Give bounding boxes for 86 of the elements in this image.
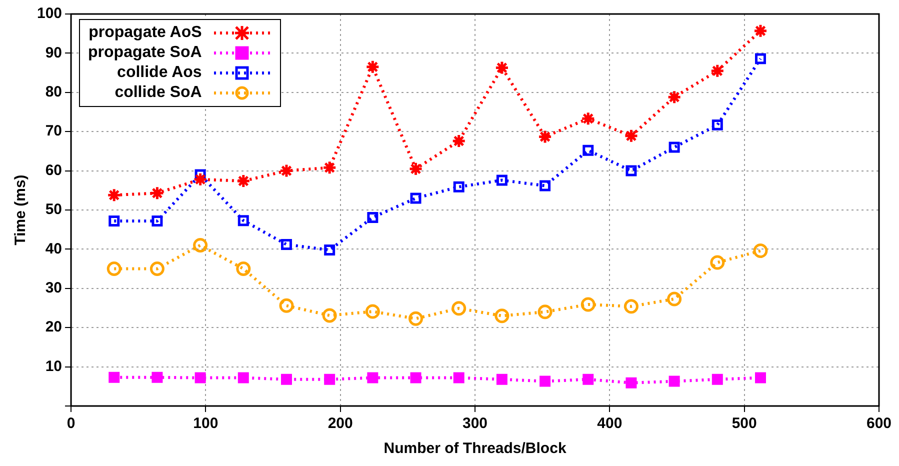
point [367,212,378,223]
point [453,181,464,192]
point [236,174,251,188]
point [538,129,552,144]
x-axis-title: Number of Threads/Block [384,440,567,458]
point [108,215,120,226]
x-tick-label: 500 [732,415,757,432]
point [280,374,292,385]
point [367,372,378,384]
legend-label: collide SoA [114,83,202,103]
point [624,299,638,314]
point [496,174,508,186]
point [538,304,552,320]
point [324,244,336,256]
point [582,144,594,156]
point [108,372,120,383]
y-tick-label: 40 [45,240,62,258]
point [152,215,163,226]
point [150,262,164,276]
point [712,374,723,385]
point [580,111,596,126]
point [150,186,164,200]
point [540,180,551,192]
y-tick-label: 30 [45,280,62,297]
point [710,255,725,270]
y-tick-label: 50 [45,201,62,218]
point [668,142,680,153]
x-tick-label: 0 [66,415,76,432]
point [582,374,594,385]
point [540,376,551,387]
point [236,262,251,276]
y-tick-label: 90 [45,44,62,62]
point [106,262,122,276]
point [452,134,466,148]
point [494,60,510,75]
point [753,24,768,38]
point [755,53,766,64]
y-tick-label: 80 [45,84,62,101]
point [194,372,206,384]
point [452,301,466,316]
point [279,298,294,313]
x-tick-label: 400 [597,415,622,432]
point [106,188,122,202]
point [668,376,680,387]
point [667,90,682,104]
point [193,172,208,187]
legend-label: collide Aos [117,63,202,83]
legend-label: propagate SoA [88,43,202,63]
point [238,372,249,384]
x-tick-label: 300 [462,415,488,432]
y-axis-title: Time (ms) [12,174,30,246]
point [712,119,723,130]
point [410,372,422,384]
point [667,292,682,306]
point [624,128,638,144]
point [238,215,249,226]
point [753,244,768,258]
y-tick-label: 60 [45,162,62,179]
y-tick-label: 70 [45,122,62,140]
point [453,372,464,384]
point [410,192,422,204]
point [494,308,510,324]
point [152,372,163,383]
y-tick-label: 20 [45,318,62,336]
point [580,297,596,312]
x-tick-label: 100 [193,415,218,432]
point [279,164,294,178]
point [710,64,725,78]
y-tick-label: 10 [45,358,62,375]
x-tick-label: 200 [328,415,353,432]
point [365,60,380,74]
point [496,374,508,385]
point [322,308,337,323]
point [324,374,336,385]
legend-label: propagate AoS [88,23,202,43]
x-tick-label: 600 [866,415,892,432]
point [755,372,766,384]
point [626,377,637,388]
point [322,160,337,175]
point [408,162,424,176]
point [280,239,292,250]
point [626,165,637,176]
point [365,304,380,319]
point [193,238,208,253]
point [408,311,424,326]
y-tick-label: 100 [36,5,62,22]
